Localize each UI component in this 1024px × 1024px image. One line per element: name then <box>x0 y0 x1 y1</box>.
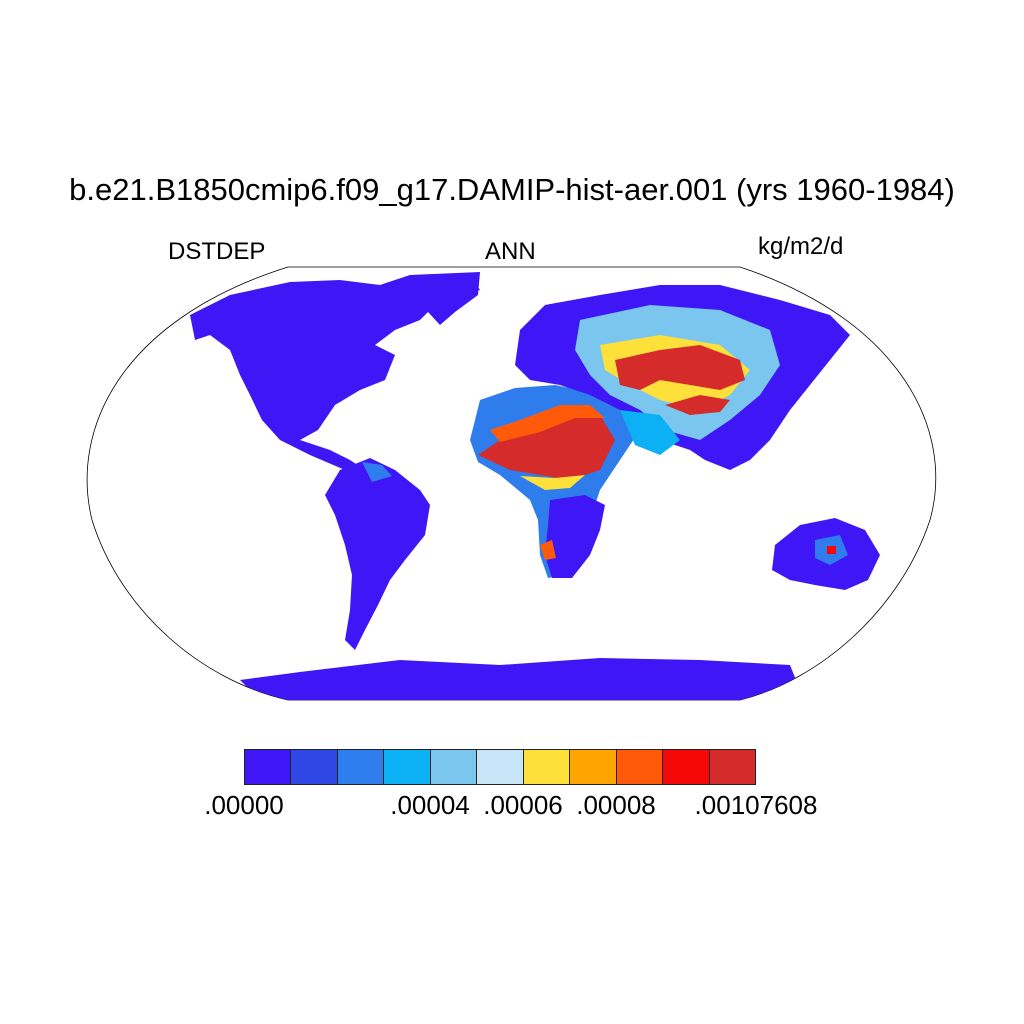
colorbar-box-5 <box>477 750 524 784</box>
central-asia-dust <box>615 345 745 390</box>
colorbar-box-4 <box>430 750 478 784</box>
antarctica <box>240 658 800 700</box>
africa-south <box>545 495 605 578</box>
variable-label: DSTDEP <box>168 238 266 265</box>
australia-dust-core <box>827 546 836 554</box>
colorbar-box-7 <box>570 750 617 784</box>
plot-title: b.e21.B1850cmip6.f09_g17.DAMIP-hist-aer.… <box>69 172 955 207</box>
units-label: kg/m2/d <box>758 233 844 260</box>
colorbar-label-0: .00000 <box>204 790 284 820</box>
himalaya-band <box>665 395 730 415</box>
colorbar-box-9 <box>663 750 710 784</box>
colorbar-label-1: .00004 <box>390 790 470 820</box>
colorbar-box-2 <box>337 750 385 784</box>
colorbar-box-8 <box>616 750 664 784</box>
colorbar-label-2: .00006 <box>483 790 563 820</box>
colorbar-box-6 <box>523 750 571 784</box>
colorbar-box-10 <box>709 750 755 784</box>
colorbar-box-1 <box>291 750 338 784</box>
colorbar-label-4: .00107608 <box>694 790 818 820</box>
kalahari-dust <box>540 540 556 560</box>
colorbar-label-3: .00008 <box>576 790 656 820</box>
sahara-dust-high <box>478 415 615 480</box>
south-america-north-dust <box>362 462 392 482</box>
season-label: ANN <box>485 238 536 265</box>
north-america <box>190 275 480 470</box>
colorbar <box>244 749 756 785</box>
sahara-dust-mid <box>490 405 605 442</box>
greenland <box>410 272 480 325</box>
arabia-dust <box>620 410 680 455</box>
south-america <box>325 458 430 650</box>
sahel-dust <box>520 475 585 490</box>
colorbar-box-3 <box>384 750 431 784</box>
colorbar-box-0 <box>245 750 292 784</box>
